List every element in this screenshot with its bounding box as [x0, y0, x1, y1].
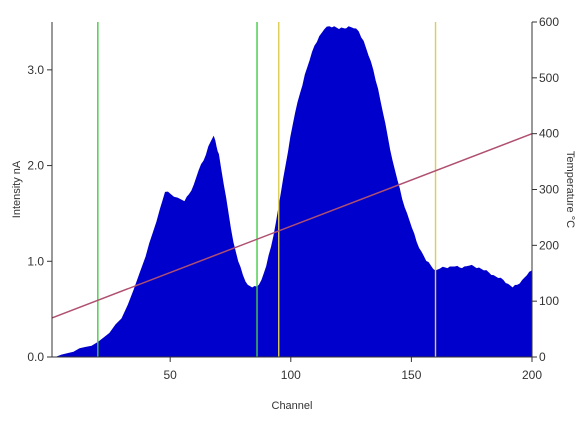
y2-tick-label: 300 — [539, 183, 559, 197]
y2-tick-label: 0 — [539, 350, 546, 364]
y2-axis-ticks: 0 100 200 300 400 500 600 — [532, 15, 559, 364]
y2-tick-label: 600 — [539, 15, 559, 29]
x-axis-ticks: 50 100 150 200 — [164, 357, 542, 382]
y2-tick-label: 100 — [539, 294, 559, 308]
vertical-markers — [97, 22, 437, 357]
x-tick-label: 100 — [281, 368, 301, 382]
y2-tick-label: 500 — [539, 71, 559, 85]
y-axis-title: Intensity nA — [11, 160, 23, 218]
y-tick-label: 2.0 — [27, 159, 44, 173]
x-tick-label: 150 — [401, 368, 421, 382]
x-tick-label: 200 — [522, 368, 542, 382]
y-tick-label: 3.0 — [27, 63, 44, 77]
y2-tick-label: 400 — [539, 127, 559, 141]
y2-tick-label: 200 — [539, 238, 559, 252]
temperature-line — [51, 132, 533, 319]
y-tick-label: 0.0 — [27, 350, 44, 364]
x-axis-title: Channel — [272, 400, 313, 412]
x-tick-label: 50 — [164, 368, 178, 382]
y2-axis-title: Temperature °C — [564, 151, 576, 228]
intensity-area — [52, 26, 533, 358]
y-axis-ticks: 0.0 1.0 2.0 3.0 — [27, 63, 52, 364]
y-tick-label: 1.0 — [27, 254, 44, 268]
intensity-area-layer — [52, 26, 533, 358]
temperature-line-layer — [51, 132, 533, 319]
